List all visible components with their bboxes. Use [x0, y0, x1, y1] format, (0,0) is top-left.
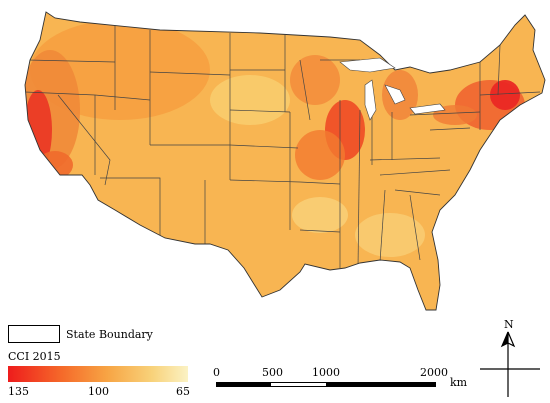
cci-color-ramp — [8, 366, 188, 382]
us-outline — [24, 11, 546, 311]
scale-label-2000: 2000 — [420, 366, 448, 379]
state-boundaries — [25, 22, 541, 269]
scale-unit: km — [450, 376, 468, 389]
cci-tick-low: 65 — [176, 385, 190, 398]
cci-tick-mid: 100 — [88, 385, 109, 398]
cci-tick-high: 135 — [8, 385, 29, 398]
cci-legend-title: CCI 2015 — [8, 350, 61, 363]
cci-surface — [25, 12, 545, 310]
scale-label-1000: 1000 — [312, 366, 340, 379]
state-boundary-label: State Boundary — [66, 328, 153, 341]
scale-label-500: 500 — [262, 366, 283, 379]
great-lakes — [339, 57, 446, 121]
scale-label-0: 0 — [213, 366, 220, 379]
state-boundary-swatch — [8, 325, 60, 343]
scale-bar — [216, 382, 436, 387]
north-label: N — [504, 318, 514, 331]
north-arrow-icon — [480, 331, 540, 397]
